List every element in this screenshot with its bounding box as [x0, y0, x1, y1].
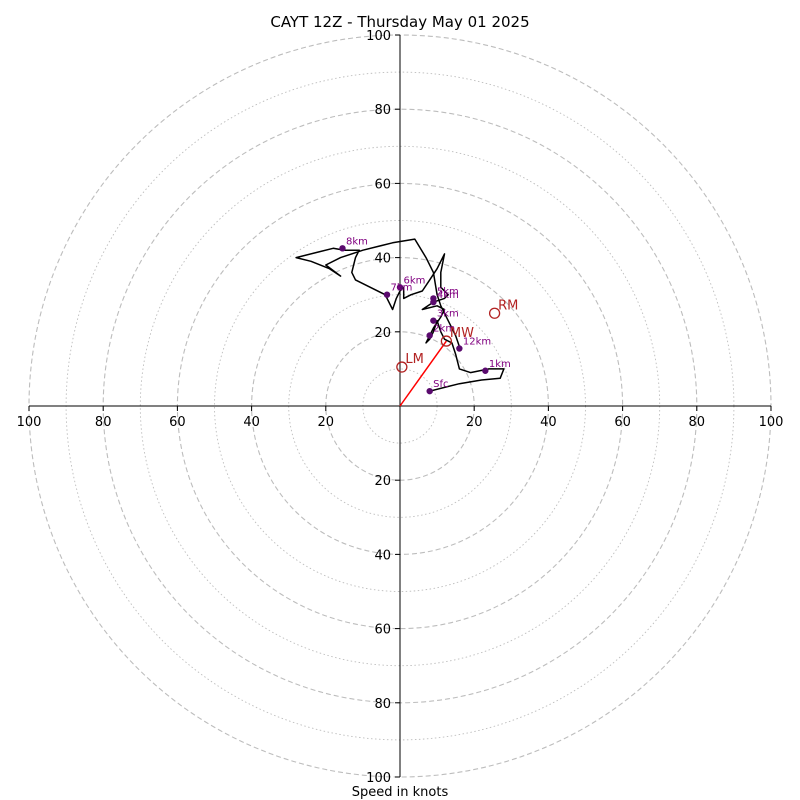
- x-tick-label: 20: [466, 415, 483, 430]
- storm-motion-markers: RM LM MW: [396, 298, 518, 373]
- x-axis-label: Speed in knots: [352, 785, 449, 800]
- height-point-sfc: [426, 387, 433, 395]
- y-tick-label: 100: [366, 771, 391, 786]
- height-label-4km: 4km: [437, 290, 459, 301]
- height-label-7km: 7km: [391, 283, 413, 294]
- x-tick-label: 60: [614, 415, 631, 430]
- height-label-6km: 6km: [404, 275, 426, 286]
- x-tick-label: 100: [759, 415, 784, 430]
- y-tick-label: 60: [374, 623, 391, 638]
- x-tick-label: 60: [169, 415, 186, 430]
- x-tick-label: 20: [318, 415, 335, 430]
- height-point-5km: [430, 295, 437, 302]
- mean-wind-vector: [399, 340, 447, 407]
- x-tick-label: 100: [17, 415, 42, 430]
- hodograph-trace: [295, 238, 505, 392]
- height-point-12km: [456, 345, 463, 352]
- y-tick-label: 40: [374, 548, 391, 563]
- chart-title: CAYT 12Z - Thursday May 01 2025: [270, 13, 529, 31]
- y-tick-label: 100: [366, 29, 391, 44]
- height-point-7km: [383, 291, 391, 298]
- y-tick-label: 80: [374, 103, 391, 118]
- storm-marker-mw: [440, 335, 453, 347]
- storm-label-lm: LM: [405, 352, 423, 367]
- height-label-3km: 3km: [437, 309, 459, 320]
- x-tick-label: 80: [689, 415, 706, 430]
- height-label-5km: 5km: [437, 286, 459, 297]
- x-tick-label: 80: [95, 415, 112, 430]
- storm-marker-rm: [488, 307, 501, 319]
- height-point-6km: [396, 284, 404, 291]
- x-tick-label: 40: [243, 415, 260, 430]
- storm-label-mw: MW: [450, 326, 474, 341]
- storm-marker-lm: [396, 361, 408, 373]
- height-point-8km: [339, 245, 346, 252]
- height-label-8km: 8km: [346, 236, 368, 247]
- y-tick-label: 40: [374, 252, 391, 267]
- height-point-2km: [426, 332, 433, 339]
- height-label-sfc: Sfc: [433, 379, 448, 390]
- height-point-3km: [430, 317, 437, 324]
- height-point-1km: [482, 367, 489, 374]
- tick-labels: 100 80 60 40 20 20 40 60 80 100 20 40 60 80 100 20 40 60 8…: [17, 29, 784, 786]
- y-tick-label: 20: [374, 474, 391, 489]
- height-label-1km: 1km: [489, 359, 511, 370]
- mean-wind-line: [399, 340, 447, 407]
- height-label-2km: 2km: [433, 324, 455, 335]
- storm-label-rm: RM: [498, 298, 518, 313]
- wind-trace-line: [295, 238, 505, 392]
- height-label-12km: 12km: [463, 336, 491, 347]
- y-tick-label: 20: [374, 326, 391, 341]
- y-tick-label: 80: [374, 697, 391, 712]
- y-tick-label: 60: [374, 177, 391, 192]
- x-tick-label: 40: [540, 415, 557, 430]
